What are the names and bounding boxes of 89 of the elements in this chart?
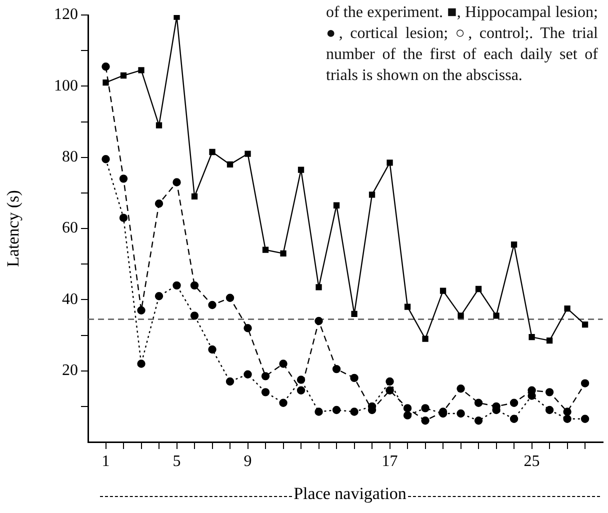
point [563,414,572,423]
point [474,398,483,407]
point [332,364,341,374]
point [174,15,180,20]
point [279,360,288,368]
point [422,336,428,342]
y-tick-label: 120 [54,6,78,24]
point [261,388,270,396]
point [226,377,234,386]
point [137,360,146,368]
point [172,281,181,290]
point [510,414,518,423]
point [226,161,234,168]
point [156,122,162,128]
point [314,316,323,326]
point [244,150,251,157]
point [456,409,465,418]
point [296,386,306,395]
point [564,305,570,312]
point [190,312,199,320]
point [244,324,252,332]
point [403,404,412,412]
point [580,414,590,423]
x-tick-label: 1 [102,452,110,470]
point [102,155,110,164]
point [314,408,323,416]
point [545,406,554,414]
point [316,284,322,290]
y-tick-label: 40 [62,290,78,308]
point [368,192,376,198]
point [458,312,464,319]
point [421,404,430,412]
point [154,199,164,208]
point [404,304,411,310]
point [493,312,500,319]
x-tick-label: 9 [244,452,252,470]
point [546,338,553,344]
point [208,300,216,310]
point [333,202,340,208]
point [582,322,588,328]
point [262,246,269,253]
point [119,214,128,222]
point [386,386,394,395]
point [440,288,446,294]
point [350,374,358,382]
point [208,345,216,354]
point [351,310,358,317]
x-axis-title: Place navigation [292,484,408,504]
point [119,174,128,183]
y-tick-label: 20 [62,362,78,380]
point [102,80,109,86]
point [421,416,430,425]
y-tick-label: 80 [62,148,78,166]
annotation: of the experiment. ■, Hippocampal lesion; ●, cortical lesion; ○, control;. The trial number of the first of each daily set of trials is shown on the abscissa. [326,3,598,86]
point [350,408,358,416]
point [528,334,535,340]
point [138,67,144,74]
point [475,286,482,292]
point [102,62,110,71]
x-tick-label: 5 [172,452,181,470]
point [563,408,572,416]
point [279,398,288,407]
point [191,193,198,200]
point [209,148,216,156]
y-tick-label: 100 [54,77,78,94]
point [137,306,146,314]
point [172,178,181,186]
x-tick-label: 17 [382,452,398,470]
point [403,411,412,420]
y-tick-label: 60 [62,220,78,237]
point [120,72,127,79]
y-axis-title: Latency (s) [4,190,23,267]
point [386,160,393,166]
point [244,370,252,378]
point [280,250,286,256]
point [580,379,590,388]
point [261,372,270,380]
point [510,398,518,407]
point [226,294,234,302]
point [298,166,304,173]
point [332,406,341,414]
point [190,281,199,290]
x-tick-label: 25 [524,452,540,470]
point [545,388,554,396]
point [154,292,164,300]
point [386,377,394,386]
point [456,384,465,393]
point [510,241,518,248]
point [474,416,483,425]
